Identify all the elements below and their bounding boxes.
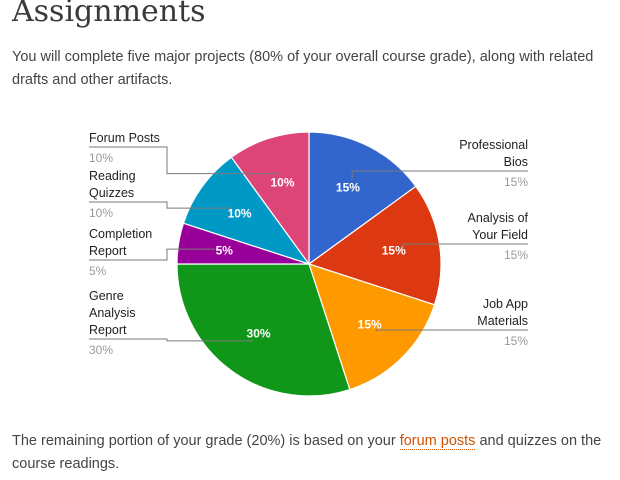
category-label-line: Job App <box>483 297 528 311</box>
leader-line <box>89 338 254 342</box>
slice-genre-analysis-report[interactable] <box>176 263 351 397</box>
leader-line <box>89 201 233 209</box>
category-label-line: Quizzes <box>89 186 134 200</box>
category-label-line: Professional <box>459 138 528 152</box>
category-percent-reading-quizzes: 10% <box>89 206 113 220</box>
leader-line <box>89 146 280 175</box>
forum-posts-link[interactable]: forum posts <box>399 433 476 450</box>
category-percent-completion-report: 5% <box>89 264 107 278</box>
outro-text-before: The remaining portion of your grade (20%… <box>12 433 400 449</box>
category-label-line: Completion <box>89 227 152 241</box>
leader-line <box>351 170 528 180</box>
leader-line <box>375 329 528 332</box>
category-label-job-app-materials: Job App Materials 15% <box>375 297 528 348</box>
category-label-line: Analysis <box>89 306 136 320</box>
category-label-line: Report <box>89 323 127 337</box>
category-label-genre-analysis-report: Genre Analysis Report 30% <box>89 289 254 357</box>
intro-paragraph: You will complete five major projects (8… <box>12 49 594 88</box>
category-label-completion-report: Completion Report 5% <box>89 227 216 278</box>
slice-professional-bios[interactable] <box>308 131 417 266</box>
slice-value-forum-posts: 10% <box>270 175 294 189</box>
category-label-line: Analysis of <box>468 211 529 225</box>
category-percent-analysis-of-your-field: 15% <box>504 248 528 262</box>
slice-analysis-of-your-field[interactable] <box>307 185 442 306</box>
category-label-line: Genre <box>89 289 124 303</box>
slice-value-reading-quizzes: 10% <box>228 207 252 221</box>
category-percent-professional-bios: 15% <box>504 175 528 189</box>
slice-job-app-materials[interactable] <box>308 263 436 391</box>
slice-value-analysis-of-your-field: 15% <box>382 244 406 258</box>
grade-pie-chart: 15% Professional Bios 15% 15% Analysis of Your… <box>89 131 529 397</box>
leader-line <box>89 248 216 261</box>
category-percent-job-app-materials: 15% <box>504 334 528 348</box>
slice-forum-posts[interactable] <box>230 131 310 266</box>
category-label-line: Report <box>89 244 127 258</box>
outro-text-after: and quizzes on the course readings. <box>12 433 602 472</box>
category-label-analysis-of-your-field: Analysis of Your Field 15% <box>402 211 529 262</box>
category-label-forum-posts: Forum Posts 10% <box>89 131 280 175</box>
category-label-reading-quizzes: Reading Quizzes 10% <box>89 169 233 220</box>
slice-value-genre-analysis-report: 30% <box>247 326 271 340</box>
category-label-line: Bios <box>504 155 528 169</box>
category-label-professional-bios: Professional Bios 15% <box>351 138 528 189</box>
page-title: Assignments <box>12 0 206 29</box>
category-label-line: Reading <box>89 169 136 183</box>
category-percent-genre-analysis-report: 30% <box>89 343 113 357</box>
category-label-line: Your Field <box>472 228 528 242</box>
slice-value-completion-report: 5% <box>216 244 234 258</box>
leader-line <box>402 243 528 250</box>
category-percent-forum-posts: 10% <box>89 151 113 165</box>
slice-value-professional-bios: 15% <box>336 181 360 195</box>
slice-value-job-app-materials: 15% <box>358 318 382 332</box>
category-label-line: Forum Posts <box>89 131 160 145</box>
category-label-line: Materials <box>477 314 528 328</box>
outro-paragraph: The remaining portion of your grade (20%… <box>12 430 612 476</box>
slice-reading-quizzes[interactable] <box>182 156 311 266</box>
